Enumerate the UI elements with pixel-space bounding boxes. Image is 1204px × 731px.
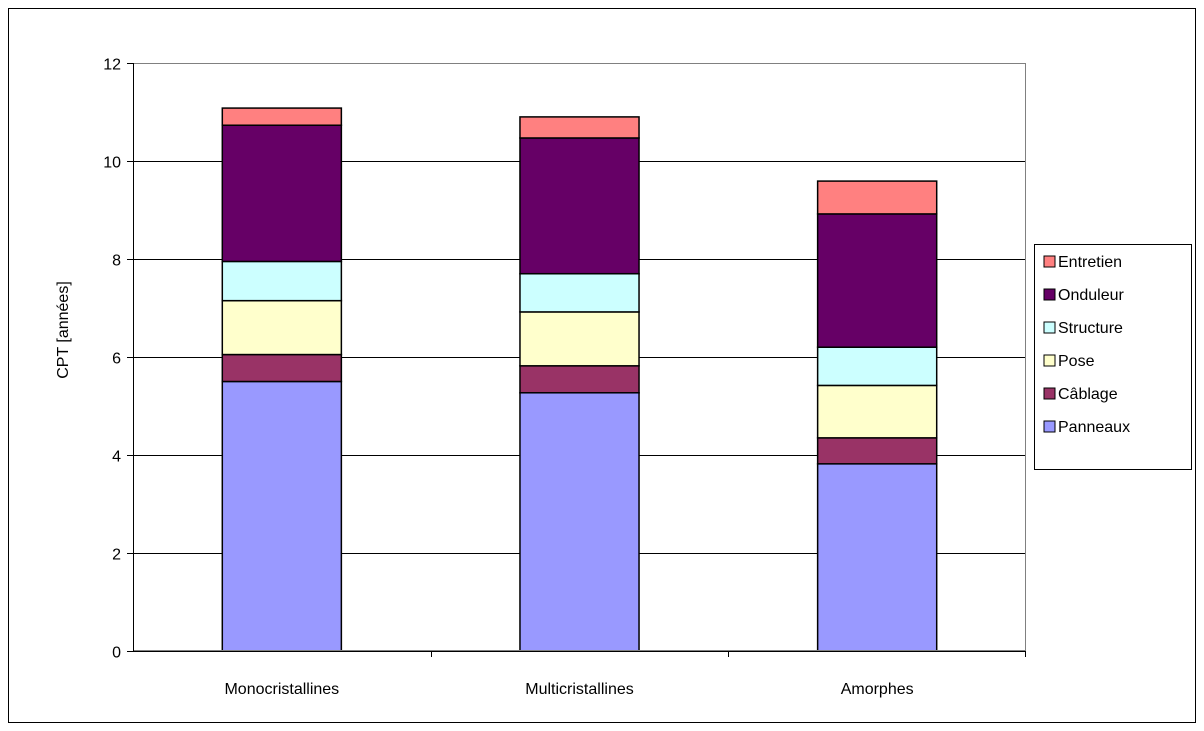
axes: 0 2 4 6 8 10 12 Monocristallines Multicristallin… (103, 57, 1026, 698)
legend-swatch (1043, 288, 1056, 301)
legend-label: Pose (1058, 353, 1095, 370)
x-tick-label: Multicristallines (525, 681, 633, 698)
y-tick-label: 4 (112, 449, 121, 466)
y-tick-label: 6 (112, 351, 121, 368)
legend-swatch (1043, 387, 1056, 400)
bar-segment-structure (221, 260, 343, 302)
legend-swatch (1043, 321, 1056, 334)
bar-segment-câblage (221, 353, 343, 383)
y-tick-label: 2 (112, 547, 121, 564)
legend-swatch (1043, 354, 1056, 367)
legend-swatch (1043, 255, 1056, 268)
bar-segment-panneaux (816, 463, 938, 652)
x-tick-label: Amorphes (841, 681, 914, 698)
legend-label: Entretien (1058, 254, 1122, 271)
bar-segment-entretien (519, 116, 640, 139)
legend-label: Structure (1058, 320, 1123, 337)
bar-segment-structure (519, 272, 640, 313)
bars (221, 107, 938, 652)
y-tick-label: 8 (112, 253, 121, 270)
legend-swatch (1043, 420, 1056, 433)
bar-segment-onduleur (816, 213, 938, 348)
bar-segment-pose (519, 311, 640, 367)
x-tick-label: Monocristallines (224, 681, 339, 698)
legend-label: Onduleur (1058, 287, 1124, 304)
bar-segment-onduleur (519, 137, 640, 275)
legend-box (1034, 244, 1192, 470)
y-tick-label: 10 (103, 155, 121, 172)
bar-segment-panneaux (221, 380, 343, 652)
bar-segment-câblage (519, 365, 640, 394)
bar-segment-câblage (816, 437, 938, 465)
legend-label: Panneaux (1058, 419, 1130, 436)
bar-segment-pose (221, 299, 343, 356)
y-axis-title: CPT [années] (55, 281, 72, 379)
bar-segment-entretien (221, 107, 343, 126)
bar-segment-onduleur (221, 124, 343, 263)
bar-segment-entretien (816, 180, 938, 215)
legend-label: Câblage (1058, 386, 1118, 403)
bar-segment-structure (816, 346, 938, 387)
y-tick-label: 0 (112, 645, 121, 662)
bar-segment-pose (816, 384, 938, 439)
bar-segment-panneaux (519, 392, 640, 652)
y-tick-label: 12 (103, 57, 121, 74)
legend: Entretien Onduleur Structure Pose Câblage Pan… (1043, 254, 1130, 436)
